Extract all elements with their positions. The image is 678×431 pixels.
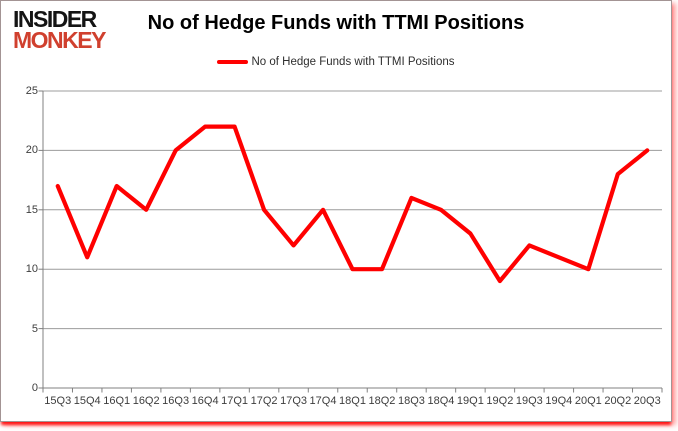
logo-text-insider: INSIDER (13, 6, 97, 32)
y-axis-label: 20 (25, 144, 38, 157)
series-line (55, 124, 650, 284)
x-axis-label: 19Q4 (545, 395, 573, 407)
x-axis-label: 16Q1 (103, 395, 131, 407)
chart-card: INSIDER MONKEY No of Hedge Funds with TT… (0, 0, 672, 422)
x-axis-label: 17Q3 (280, 395, 308, 407)
x-axis-label: 17Q1 (221, 395, 249, 407)
x-axis-label: 18Q4 (427, 395, 455, 407)
x-axis-label: 16Q4 (191, 395, 219, 407)
x-axis-label: 16Q3 (162, 395, 190, 407)
x-axis-label: 15Q4 (73, 395, 101, 407)
x-axis-label: 19Q1 (456, 395, 484, 407)
x-axis-label: 20Q1 (574, 395, 602, 407)
x-axis-label: 16Q2 (132, 395, 160, 407)
legend-line-swatch (217, 59, 249, 65)
x-axis-label: 18Q3 (397, 395, 425, 407)
y-axis-label: 15 (25, 203, 38, 216)
x-axis-label: 17Q2 (250, 395, 278, 407)
y-axis-label: 0 (31, 382, 38, 394)
x-axis-label: 20Q3 (633, 395, 661, 407)
x-axis-label: 15Q3 (44, 395, 72, 407)
x-axis-label: 17Q4 (309, 395, 337, 407)
logo-text-monkey: MONKEY (13, 27, 106, 53)
x-axis-label: 19Q3 (515, 395, 543, 407)
x-axis-label: 18Q1 (339, 395, 366, 407)
legend: No of Hedge Funds with TTMI Positions (1, 56, 671, 68)
y-axis-label: 25 (25, 85, 38, 97)
legend-label: No of Hedge Funds with TTMI Positions (251, 56, 455, 68)
y-axis-label: 10 (25, 263, 38, 276)
y-axis-label: 5 (31, 322, 38, 335)
x-axis-label: 19Q2 (486, 395, 514, 407)
x-axis-label: 18Q2 (368, 395, 396, 407)
x-axis-label: 20Q2 (604, 395, 632, 407)
chart-title: No of Hedge Funds with TTMI Positions (147, 12, 525, 34)
insider-monkey-logo: INSIDER MONKEY (13, 6, 106, 53)
